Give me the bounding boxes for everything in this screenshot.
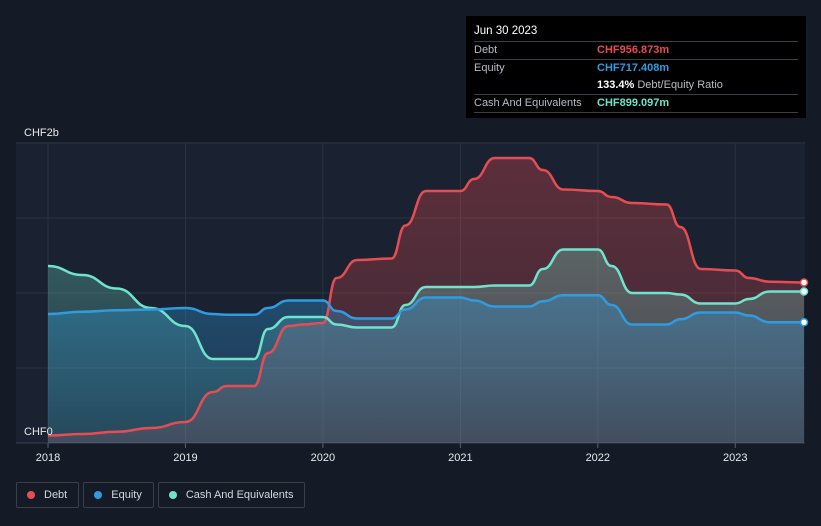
- x-tick-label-2019: 2019: [173, 452, 197, 464]
- x-tick-label-2021: 2021: [448, 452, 472, 464]
- tooltip-equity-value: CHF717.408m: [597, 62, 670, 74]
- legend-label-debt: Debt: [44, 489, 68, 501]
- x-tick-label-2022: 2022: [586, 452, 610, 464]
- legend-item-equity[interactable]: Equity: [83, 482, 154, 508]
- y-tick-label-bottom: CHF0: [24, 426, 53, 438]
- tooltip-ratio-value: 133.4%: [597, 79, 635, 91]
- cash-end-marker[interactable]: [799, 287, 809, 296]
- legend-label-equity: Equity: [111, 489, 142, 501]
- tooltip-row-cash: Cash And Equivalents CHF899.097m: [474, 95, 798, 113]
- legend-item-cash[interactable]: Cash And Equivalents: [157, 482, 306, 508]
- x-tick-label-2023: 2023: [723, 452, 747, 464]
- series-lines: [47, 156, 805, 437]
- tooltip-cash-value: CHF899.097m: [597, 97, 670, 109]
- equity-line: [47, 294, 804, 326]
- x-axis-ticks: 2018 2019 2020 2021 2022 2023: [36, 443, 748, 464]
- debt-end-marker[interactable]: [799, 278, 809, 287]
- tooltip-equity-label: Equity: [474, 62, 505, 74]
- tooltip-debt-value: CHF956.873m: [597, 44, 670, 56]
- equity-area: [48, 295, 804, 443]
- tooltip-row-equity: Equity CHF717.408m: [474, 60, 798, 77]
- tooltip-cash-label: Cash And Equivalents: [474, 97, 582, 109]
- y-tick-label-top: CHF2b: [24, 127, 59, 139]
- legend-item-debt[interactable]: Debt: [16, 482, 80, 508]
- chart-legend: Debt Equity Cash And Equivalents: [16, 482, 306, 508]
- equity-end-marker[interactable]: [799, 318, 809, 327]
- x-tick-label-2020: 2020: [311, 452, 335, 464]
- legend-label-cash: Cash And Equivalents: [185, 489, 294, 501]
- tooltip-row-ratio: 133.4% Debt/Equity Ratio: [474, 77, 798, 95]
- x-tick-label-2018: 2018: [36, 452, 60, 464]
- tooltip-ratio-label: Debt/Equity Ratio: [637, 79, 723, 91]
- debt-dot-icon: [27, 491, 35, 499]
- series-end-markers: [799, 278, 809, 327]
- tooltip-debt-label: Debt: [474, 44, 498, 56]
- debt-line: [47, 156, 805, 437]
- equity-dot-icon: [94, 491, 103, 499]
- series-areas: [48, 158, 804, 443]
- cash-line: [47, 248, 804, 361]
- tooltip-ratio-spacer: [474, 77, 597, 94]
- data-tooltip: Jun 30 2023 Debt CHF956.873m Equity CHF7…: [466, 16, 806, 118]
- tooltip-row-debt: Debt CHF956.873m: [474, 42, 798, 60]
- tooltip-date: Jun 30 2023: [474, 22, 798, 42]
- cash-dot-icon: [168, 491, 177, 499]
